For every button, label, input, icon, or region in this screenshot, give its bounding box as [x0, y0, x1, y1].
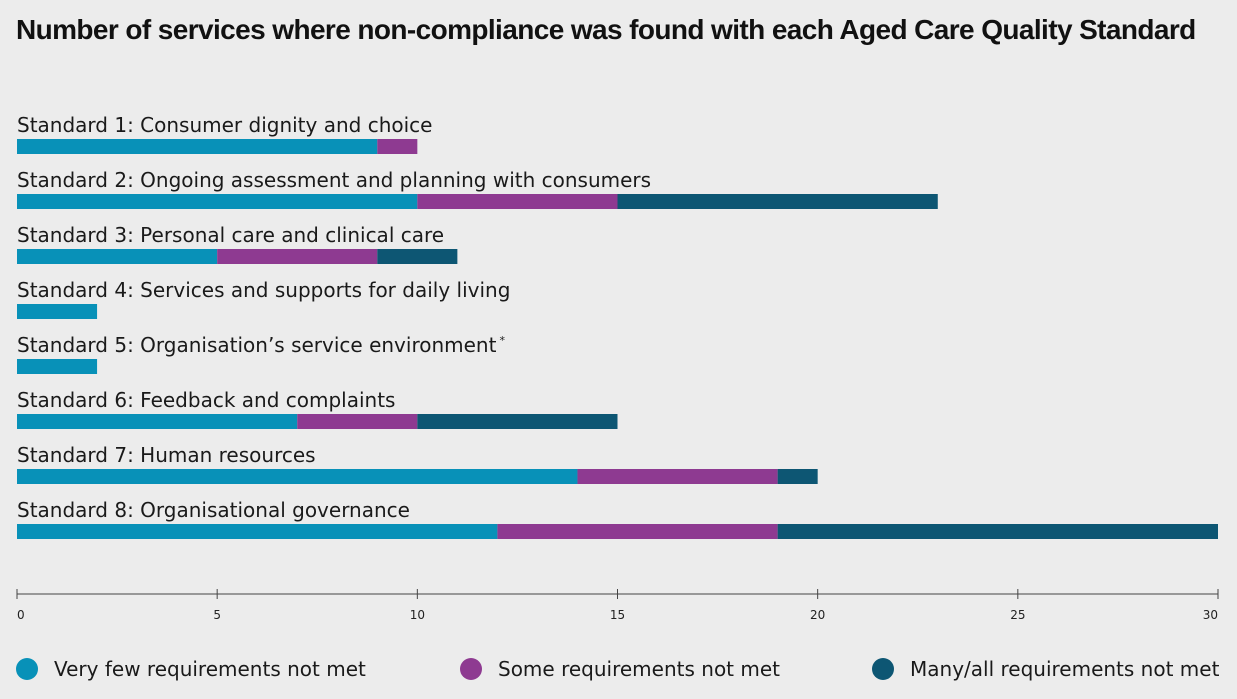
- bar-standard-2-some: [417, 194, 618, 209]
- bar-standard-2-many: [617, 194, 938, 209]
- legend: Very few requirements not met Some requi…: [16, 657, 1221, 687]
- x-tick-label-15: 15: [610, 608, 625, 622]
- x-tick-label-20: 20: [810, 608, 825, 622]
- bar-standard-7-some: [577, 469, 778, 484]
- legend-swatch-some: [460, 658, 482, 680]
- legend-label-many: Many/all requirements not met: [910, 657, 1220, 681]
- legend-label-very-few: Very few requirements not met: [54, 657, 366, 681]
- bar-standard-6-very-few: [17, 414, 298, 429]
- bar-standard-3-many: [377, 249, 458, 264]
- x-tick-label-30: 30: [1203, 608, 1218, 622]
- x-tick-label-10: 10: [410, 608, 425, 622]
- bar-standard-8-many: [777, 524, 1218, 539]
- bar-standard-5-very-few: [17, 359, 98, 374]
- bar-standard-3-very-few: [17, 249, 218, 264]
- bar-standard-4-very-few: [17, 304, 98, 319]
- legend-label-some: Some requirements not met: [498, 657, 781, 681]
- bar-standard-1-some: [377, 139, 418, 154]
- legend-item-some: Some requirements not met: [460, 657, 780, 681]
- bar-standard-8-some: [497, 524, 778, 539]
- x-tick-label-0: 0: [17, 608, 25, 622]
- category-label-standard-4: Standard 4: Services and supports for da…: [17, 278, 510, 302]
- category-label-standard-3: Standard 3: Personal care and clinical c…: [17, 223, 444, 247]
- legend-swatch-very-few: [16, 658, 38, 680]
- category-label-standard-2: Standard 2: Ongoing assessment and plann…: [17, 168, 651, 192]
- legend-item-many: Many/all requirements not met: [872, 657, 1219, 681]
- bar-standard-6-many: [417, 414, 618, 429]
- bar-standard-6-some: [297, 414, 418, 429]
- category-label-standard-8: Standard 8: Organisational governance: [17, 498, 410, 522]
- bar-standard-1-very-few: [17, 139, 378, 154]
- x-tick-label-25: 25: [1010, 608, 1025, 622]
- bar-standard-7-many: [777, 469, 818, 484]
- legend-item-very-few: Very few requirements not met: [16, 657, 366, 681]
- category-label-standard-6: Standard 6: Feedback and complaints: [17, 388, 395, 412]
- bar-standard-2-very-few: [17, 194, 418, 209]
- category-label-standard-7: Standard 7: Human resources: [17, 443, 316, 467]
- category-label-standard-5: Standard 5: Organisation’s service envir…: [17, 333, 505, 357]
- chart-title: Number of services where non-compliance …: [16, 14, 1196, 45]
- x-tick-label-5: 5: [213, 608, 221, 622]
- legend-swatch-many: [872, 658, 894, 680]
- category-label-standard-1: Standard 1: Consumer dignity and choice: [17, 113, 432, 137]
- bar-standard-8-very-few: [17, 524, 498, 539]
- bar-standard-3-some: [217, 249, 378, 264]
- bar-standard-7-very-few: [17, 469, 578, 484]
